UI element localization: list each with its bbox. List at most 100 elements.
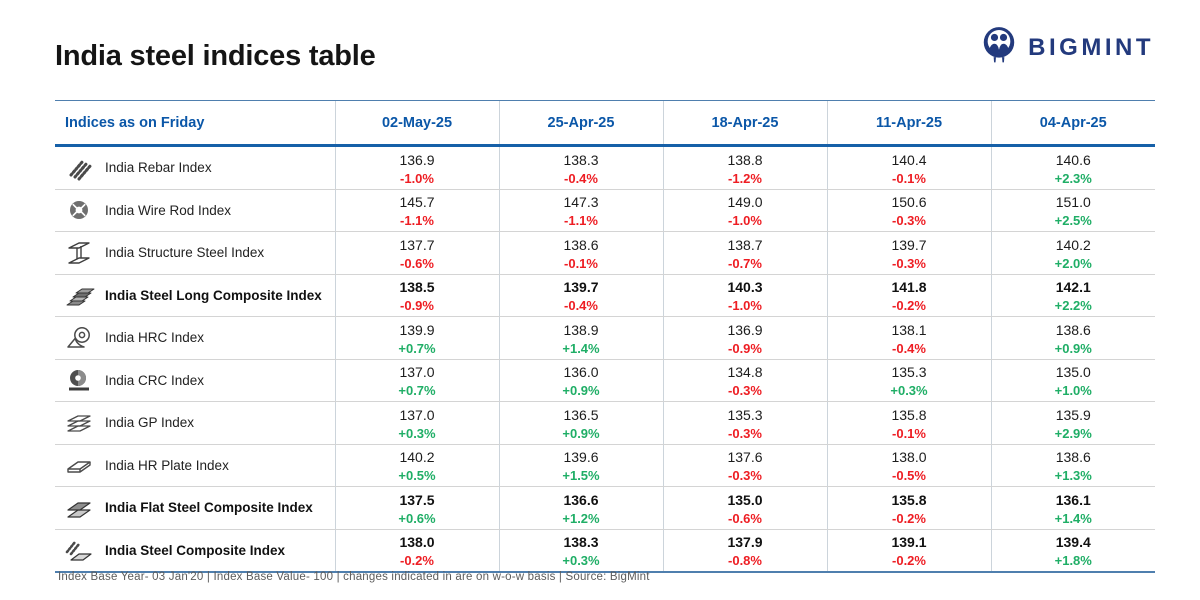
wow-change: +0.7%	[398, 340, 436, 356]
index-value: 138.1	[891, 321, 927, 338]
wow-change: -0.1%	[892, 425, 926, 441]
index-value: 149.0	[727, 194, 763, 211]
index-name: India Steel Composite Index	[105, 542, 286, 558]
hr-plate-icon	[63, 451, 95, 479]
index-name: India CRC Index	[105, 372, 205, 388]
index-value: 135.3	[891, 364, 927, 381]
index-value: 138.6	[563, 236, 599, 253]
index-value: 140.2	[1055, 236, 1091, 253]
wow-change: +1.4%	[562, 340, 600, 356]
wow-change: -0.3%	[892, 213, 926, 229]
index-value: 137.0	[399, 406, 435, 423]
wow-change: -0.3%	[728, 468, 762, 484]
page-title: India steel indices table	[55, 40, 376, 72]
table-row: India HR Plate Index 140.2 +0.5% 139.6 +1.…	[55, 444, 1155, 487]
wow-change: -1.2%	[728, 170, 762, 186]
index-value: 139.6	[563, 449, 599, 466]
wow-change: +1.0%	[1054, 383, 1092, 399]
index-value: 137.7	[399, 236, 435, 253]
index-value: 140.3	[727, 279, 763, 296]
header-date-0: 02-May-25	[334, 100, 499, 147]
wow-change: +0.9%	[1054, 340, 1092, 356]
header-date-2: 18-Apr-25	[662, 100, 827, 147]
table-header-row: Indices as on Friday 02-May-25 25-Apr-25…	[55, 100, 1155, 147]
index-value: 137.6	[727, 449, 763, 466]
index-value: 139.4	[1055, 534, 1091, 551]
wow-change: -0.3%	[728, 425, 762, 441]
bigmint-wordmark: BIGMINT	[1028, 33, 1154, 61]
index-value: 135.8	[891, 491, 927, 508]
table-row: India HRC Index 139.9 +0.7% 138.9 +1.4% 13…	[55, 316, 1155, 360]
index-value: 139.7	[563, 279, 599, 296]
index-value: 138.3	[563, 151, 599, 168]
index-value: 135.9	[1055, 406, 1091, 423]
wow-change: -1.1%	[400, 213, 434, 229]
wow-change: +2.9%	[1054, 425, 1092, 441]
wow-change: +0.9%	[562, 383, 600, 399]
index-value: 135.0	[1055, 364, 1091, 381]
gp-sheets-icon	[63, 409, 95, 437]
wow-change: -0.5%	[892, 468, 926, 484]
wow-change: +0.3%	[398, 425, 436, 441]
wow-change: +1.2%	[562, 510, 600, 526]
index-value: 138.9	[563, 321, 599, 338]
steel-composite-icon	[63, 536, 95, 564]
index-value: 138.0	[891, 449, 927, 466]
index-value: 147.3	[563, 194, 599, 211]
index-name: India Structure Steel Index	[105, 245, 265, 261]
wire-rod-icon	[63, 196, 95, 224]
wow-change: -0.4%	[892, 340, 926, 356]
wow-change: +0.6%	[398, 510, 436, 526]
wow-change: +0.3%	[890, 383, 928, 399]
table-row: India Structure Steel Index 137.7 -0.6% 1…	[55, 231, 1155, 275]
wow-change: +0.5%	[398, 468, 436, 484]
crc-coil-icon	[63, 366, 95, 394]
index-name: India Wire Rod Index	[105, 202, 232, 218]
index-value: 145.7	[399, 194, 435, 211]
table-row: India Steel Long Composite Index 138.5 -0…	[55, 274, 1155, 317]
wow-change: -0.6%	[728, 510, 762, 526]
index-value: 135.0	[727, 491, 763, 508]
index-value: 137.9	[727, 534, 763, 551]
wow-change: -0.2%	[400, 553, 434, 569]
wow-change: +1.8%	[1054, 553, 1092, 569]
index-value: 134.8	[727, 364, 763, 381]
index-value: 138.5	[399, 279, 435, 296]
index-value: 138.6	[1055, 449, 1091, 466]
wow-change: +2.0%	[1054, 255, 1092, 271]
wow-change: -0.6%	[400, 255, 434, 271]
indices-table: Indices as on Friday 02-May-25 25-Apr-25…	[55, 100, 1155, 573]
index-value: 141.8	[891, 279, 927, 296]
index-value: 140.4	[891, 151, 927, 168]
hrc-coil-icon	[63, 324, 95, 352]
index-value: 142.1	[1055, 279, 1091, 296]
index-value: 136.1	[1055, 491, 1091, 508]
wow-change: -0.3%	[728, 383, 762, 399]
index-value: 136.5	[563, 406, 599, 423]
wow-change: -0.2%	[892, 553, 926, 569]
index-name: India Steel Long Composite Index	[105, 287, 322, 303]
table-row: India Rebar Index 136.9 -1.0% 138.3 -0.4% …	[55, 145, 1155, 190]
wow-change: +2.5%	[1054, 213, 1092, 229]
index-name: India GP Index	[105, 415, 195, 431]
wow-change: -0.2%	[892, 298, 926, 314]
wow-change: -0.1%	[892, 170, 926, 186]
wow-change: -1.0%	[728, 213, 762, 229]
wow-change: -0.8%	[728, 553, 762, 569]
wow-change: +0.7%	[398, 383, 436, 399]
index-value: 138.8	[727, 151, 763, 168]
index-value: 136.9	[727, 321, 763, 338]
wow-change: +0.9%	[562, 425, 600, 441]
index-value: 137.5	[399, 491, 435, 508]
index-value: 135.3	[727, 406, 763, 423]
wow-change: +2.2%	[1054, 298, 1092, 314]
wow-change: -1.0%	[728, 298, 762, 314]
index-value: 151.0	[1055, 194, 1091, 211]
wow-change: -0.9%	[728, 340, 762, 356]
index-value: 138.3	[563, 534, 599, 551]
wow-change: -0.1%	[564, 255, 598, 271]
header-indices-label: Indices as on Friday	[55, 100, 335, 147]
index-value: 138.0	[399, 534, 435, 551]
header-date-1: 25-Apr-25	[498, 100, 663, 147]
wow-change: -1.1%	[564, 213, 598, 229]
